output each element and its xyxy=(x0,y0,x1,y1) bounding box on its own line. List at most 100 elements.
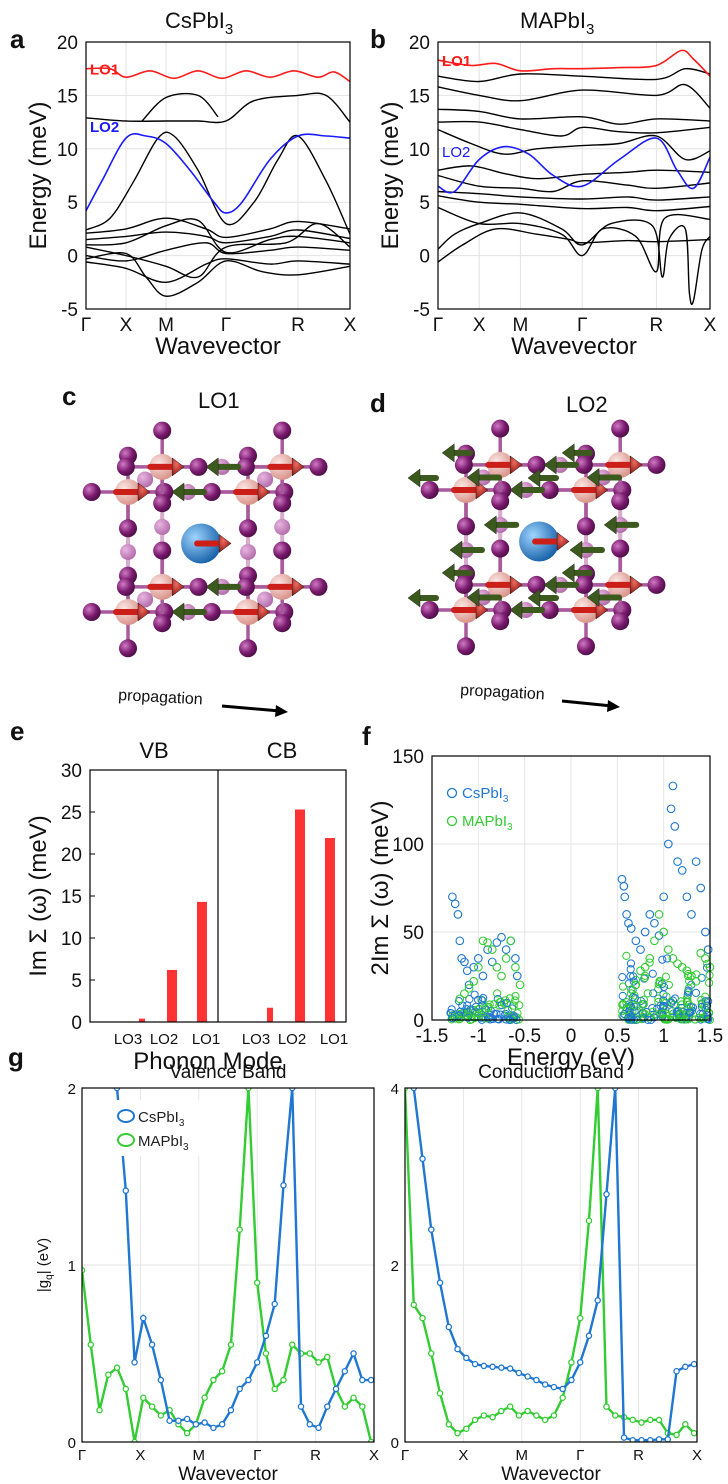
conduction-band-coupling: Γ X M Γ R X 0 2 4 Conduction Band Wavevector xyxy=(391,1062,702,1484)
scatter-point-ma xyxy=(687,971,696,981)
coupling-point-cs xyxy=(594,1297,601,1304)
scatter-point-bulk xyxy=(691,988,701,997)
scatter-point-ma xyxy=(464,983,474,993)
y-tick-label: 20 xyxy=(61,845,82,866)
category-label: LO1 xyxy=(192,1031,220,1048)
displacement-arrow-red xyxy=(485,575,523,595)
coupling-point-cs xyxy=(541,1381,549,1388)
y-tick-label: 0 xyxy=(71,1013,82,1034)
coupling-point-cs xyxy=(498,1364,505,1371)
scatter-point-ma xyxy=(668,954,678,963)
coupling-point-ma xyxy=(227,1341,235,1348)
iodine-atom-bridge xyxy=(257,591,274,608)
x-axis-label: Wavevector xyxy=(511,333,637,360)
coupling-point-ma xyxy=(140,1394,147,1402)
iodine-atom xyxy=(119,639,137,658)
y-axis-label: Im Σ (ω) (meV) xyxy=(25,815,52,977)
coupling-point-cs xyxy=(576,1359,584,1366)
coupling-point-ma xyxy=(105,1371,112,1378)
iodine-atom xyxy=(82,603,101,621)
scatter-point-bulk xyxy=(509,1001,518,1010)
coupling-point-ma xyxy=(506,1403,514,1410)
x-tick-label: 0.5 xyxy=(604,1026,630,1047)
displacement-arrow-red xyxy=(147,577,185,597)
coupling-point-ma xyxy=(471,1416,479,1424)
y-tick-label: 5 xyxy=(67,193,78,214)
iodine-atom xyxy=(611,612,630,631)
x-tick-label: -1 xyxy=(470,1026,487,1047)
legend-marker xyxy=(117,1109,135,1123)
phonon-branch xyxy=(85,217,351,239)
coupling-point-ma xyxy=(210,1376,217,1384)
iodine-atom xyxy=(540,481,559,499)
series-group xyxy=(405,1088,697,1442)
legend-label-ma: MAPbI3 xyxy=(138,1133,189,1153)
iodine-atom xyxy=(540,601,559,619)
bar-vb-lo1 xyxy=(197,901,207,1022)
scatter-point-bulk xyxy=(692,970,701,979)
arrow-head xyxy=(441,563,455,583)
iodine-atom-bridge xyxy=(274,518,291,535)
scatter-point-bulk xyxy=(447,1015,456,1024)
coupling-point-cs xyxy=(201,1419,208,1426)
phonon-branch xyxy=(85,92,351,124)
scatter-point-bulk xyxy=(639,1014,648,1023)
coupling-point-ma xyxy=(341,1403,349,1410)
arrow-head xyxy=(561,563,575,583)
iodine-atom xyxy=(527,575,546,594)
coupling-line-ma xyxy=(405,1088,695,1437)
scatter-point-bulk xyxy=(648,1003,657,1013)
coupling-point-cs xyxy=(489,1363,496,1371)
coupling-point-ma xyxy=(96,1406,103,1414)
scatter-point-ma xyxy=(691,976,701,986)
coupling-point-cs xyxy=(192,1421,200,1428)
scatter-point-cs xyxy=(624,918,633,928)
arrow-head xyxy=(556,531,570,551)
scatter-point-ma xyxy=(483,938,492,947)
panel-d: d LO2 propagation xyxy=(370,388,666,712)
scatter-point-ma xyxy=(631,980,641,990)
coupling-point-cs xyxy=(332,1385,340,1393)
iodine-atom xyxy=(116,577,135,596)
coupling-point-ma xyxy=(315,1359,322,1366)
y-tick-label: 25 xyxy=(61,803,82,824)
scatter-point-bulk xyxy=(448,1014,457,1023)
scatter-point-bulk xyxy=(677,997,686,1006)
scatter-point-bulk xyxy=(515,1001,524,1010)
y-tick-label: 10 xyxy=(409,140,430,161)
scatter-point-bulk xyxy=(701,997,710,1006)
panel-label-e: e xyxy=(10,716,24,746)
scatter-point-bulk xyxy=(659,982,669,992)
x-tick-label: Γ xyxy=(78,1447,86,1464)
coupling-point-cs xyxy=(306,1421,314,1428)
y-tick-label: 0 xyxy=(68,1435,76,1452)
scatter-point-cs xyxy=(673,857,682,866)
coupling-point-cs xyxy=(655,1436,663,1442)
coupling-point-cs xyxy=(218,1421,226,1428)
scatter-point-ma xyxy=(497,971,506,981)
displacement-arrow-red xyxy=(267,577,305,597)
scatter-point-cs xyxy=(448,892,457,902)
coupling-point-ma xyxy=(201,1394,208,1402)
x-tick-label: Γ xyxy=(253,1447,261,1464)
y-tick-label: 2 xyxy=(391,1258,399,1275)
group-title: CB xyxy=(267,738,298,763)
displacement-arrow-green xyxy=(171,482,207,502)
panel-a-title: CsPbI3 xyxy=(165,8,233,38)
bar-cb-lo2 xyxy=(295,809,305,1022)
category-label: LO3 xyxy=(242,1031,270,1048)
scatter-point-bulk xyxy=(490,1010,499,1019)
coupling-point-ma xyxy=(585,1217,593,1225)
y-tick-label: 0 xyxy=(391,1435,399,1452)
scatter-point-ma xyxy=(645,954,655,963)
scatter-point-bulk xyxy=(704,1015,713,1024)
y-tick-label: -5 xyxy=(413,300,430,321)
scatter-point-cs xyxy=(626,924,636,933)
coupling-point-ma xyxy=(480,1412,488,1419)
legend-box xyxy=(110,1100,228,1156)
arrow-head xyxy=(629,575,643,595)
scatter-point-cs xyxy=(450,899,460,909)
legend-marker xyxy=(446,787,458,799)
y-tick-label: 20 xyxy=(409,33,430,54)
coupling-point-cs xyxy=(367,1376,374,1384)
